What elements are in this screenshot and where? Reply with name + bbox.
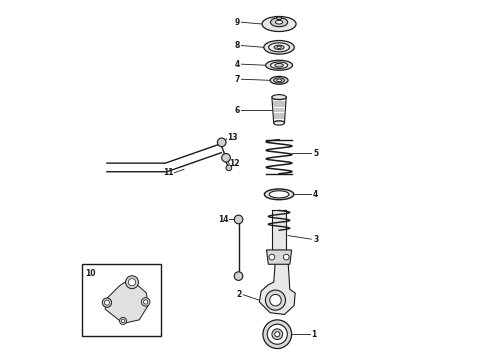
Ellipse shape xyxy=(275,63,283,67)
Ellipse shape xyxy=(276,17,282,20)
Ellipse shape xyxy=(275,21,283,24)
Circle shape xyxy=(218,138,226,147)
Ellipse shape xyxy=(272,95,286,100)
Polygon shape xyxy=(105,279,148,323)
Text: 12: 12 xyxy=(230,159,240,168)
Text: 5: 5 xyxy=(313,149,318,158)
Text: 4: 4 xyxy=(313,190,318,199)
Text: 6: 6 xyxy=(234,105,240,114)
Ellipse shape xyxy=(270,76,288,84)
Ellipse shape xyxy=(269,191,289,198)
Ellipse shape xyxy=(277,46,281,48)
Circle shape xyxy=(125,276,139,289)
Circle shape xyxy=(283,254,289,260)
Circle shape xyxy=(141,298,150,306)
Ellipse shape xyxy=(264,41,294,54)
Circle shape xyxy=(266,290,286,310)
Text: 2: 2 xyxy=(236,290,242,299)
Ellipse shape xyxy=(274,121,285,125)
Ellipse shape xyxy=(269,43,290,52)
Circle shape xyxy=(104,300,109,305)
Text: 13: 13 xyxy=(227,133,238,142)
Circle shape xyxy=(226,165,232,171)
Text: 9: 9 xyxy=(234,18,240,27)
Text: 11: 11 xyxy=(164,168,174,177)
Circle shape xyxy=(272,329,283,339)
Circle shape xyxy=(144,300,148,304)
Text: 4: 4 xyxy=(234,60,240,69)
Bar xyxy=(272,211,286,250)
Ellipse shape xyxy=(270,18,288,27)
Ellipse shape xyxy=(265,189,294,200)
Text: 7: 7 xyxy=(234,75,240,84)
Text: 3: 3 xyxy=(313,235,318,244)
Circle shape xyxy=(102,298,112,307)
Ellipse shape xyxy=(274,45,284,49)
Text: 8: 8 xyxy=(234,41,240,50)
Ellipse shape xyxy=(274,78,285,83)
Ellipse shape xyxy=(270,62,288,68)
Circle shape xyxy=(234,215,243,224)
Circle shape xyxy=(122,319,125,323)
Circle shape xyxy=(275,332,280,337)
Circle shape xyxy=(269,254,275,260)
Bar xyxy=(82,264,161,336)
Polygon shape xyxy=(259,259,295,315)
Ellipse shape xyxy=(266,60,293,70)
Text: 10: 10 xyxy=(85,269,96,278)
Circle shape xyxy=(120,318,126,324)
Circle shape xyxy=(267,324,287,344)
Polygon shape xyxy=(267,250,292,264)
Text: 14: 14 xyxy=(218,215,228,224)
Circle shape xyxy=(234,272,243,280)
Circle shape xyxy=(263,320,292,348)
Circle shape xyxy=(270,294,281,306)
Ellipse shape xyxy=(276,79,282,82)
Text: 1: 1 xyxy=(311,330,317,339)
Ellipse shape xyxy=(262,17,296,32)
Circle shape xyxy=(128,279,136,286)
Circle shape xyxy=(221,153,230,162)
